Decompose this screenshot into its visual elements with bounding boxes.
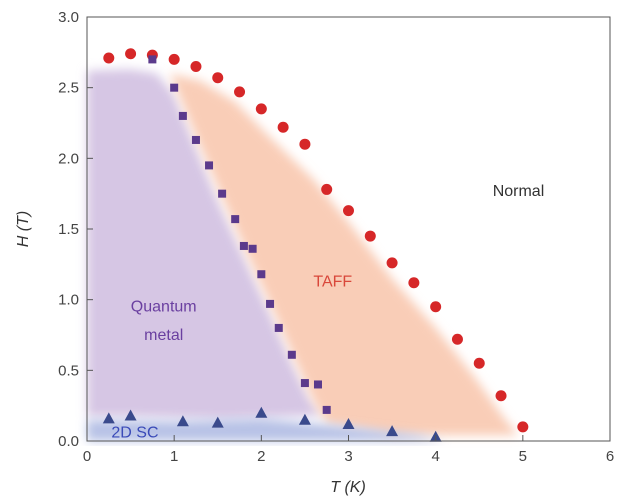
square-marker	[191, 135, 200, 144]
circle-marker	[277, 121, 289, 133]
triangle-marker	[342, 418, 355, 430]
circle-marker	[255, 103, 267, 115]
x-axis-label: T (K)	[330, 479, 366, 496]
circle-marker	[430, 301, 442, 313]
x-tick-label: 1	[170, 448, 178, 465]
circle-marker	[212, 72, 224, 84]
square-marker	[300, 379, 309, 388]
y-tick-label: 0.0	[58, 433, 79, 450]
square-marker	[287, 350, 296, 359]
triangle-marker	[102, 412, 115, 424]
region-label: Normal	[493, 183, 545, 200]
phase-regions	[87, 69, 519, 441]
circle-marker	[299, 138, 311, 150]
square-marker	[218, 189, 227, 198]
circle-marker	[386, 257, 398, 269]
x-tick-label: 3	[344, 448, 352, 465]
circle-marker	[234, 86, 246, 98]
circle-marker	[343, 205, 354, 217]
region-labels: Normal TAFF Quantum metal 2D SC	[111, 183, 544, 442]
circle-marker	[451, 333, 463, 345]
square-marker	[322, 405, 331, 414]
triangle-marker	[255, 406, 268, 418]
region-label: Quantum	[131, 299, 197, 316]
square-marker	[170, 83, 179, 92]
x-tick-label: 5	[519, 448, 527, 465]
x-tick-label: 2	[257, 448, 265, 465]
circle-marker	[190, 60, 202, 72]
quantum-metal-region	[87, 69, 323, 420]
circle-marker	[495, 390, 507, 402]
triangle-marker	[298, 413, 311, 425]
taff-region	[169, 73, 519, 436]
square-marker	[266, 299, 275, 308]
triangle-marker	[124, 409, 137, 421]
square-marker	[274, 323, 283, 332]
square-marker	[239, 241, 248, 250]
y-axis-label: H (T)	[15, 211, 32, 247]
region-label: metal	[144, 327, 183, 344]
circle-marker	[321, 183, 333, 195]
2d-sc-region	[87, 418, 445, 441]
square-marker	[148, 55, 157, 64]
y-tick-label: 1.0	[58, 292, 79, 309]
triangle-marker	[176, 415, 189, 427]
y-tick-label: 1.5	[58, 221, 79, 238]
triangle-marker	[211, 416, 224, 428]
circle-marker	[473, 357, 485, 369]
circle-marker	[168, 53, 180, 65]
square-marker	[257, 270, 266, 279]
circle-marker	[103, 52, 115, 64]
x-tick-label: 6	[606, 448, 614, 465]
y-tick-label: 0.5	[58, 362, 79, 379]
y-tick-label: 3.0	[58, 9, 79, 26]
square-marker	[178, 111, 187, 120]
square-marker	[231, 215, 240, 224]
y-tick-label: 2.0	[58, 150, 79, 167]
triangle-marker	[386, 425, 399, 437]
x-tick-label: 4	[431, 448, 439, 465]
circle-marker	[125, 48, 137, 60]
x-tick-label: 0	[83, 448, 91, 465]
circle-marker	[408, 277, 420, 289]
square-marker	[248, 244, 257, 253]
circle-marker	[364, 230, 376, 242]
region-label: 2D SC	[111, 425, 158, 442]
data-markers	[102, 48, 529, 442]
axes: 0 1 2 3 4 5 6 0.0 0.5 1.0 1.5 2.0 2.5 3.0	[58, 9, 614, 465]
square-marker	[313, 380, 322, 389]
region-label: TAFF	[313, 273, 352, 290]
square-marker	[205, 161, 214, 170]
circle-marker	[517, 421, 529, 433]
y-tick-label: 2.5	[58, 80, 79, 97]
